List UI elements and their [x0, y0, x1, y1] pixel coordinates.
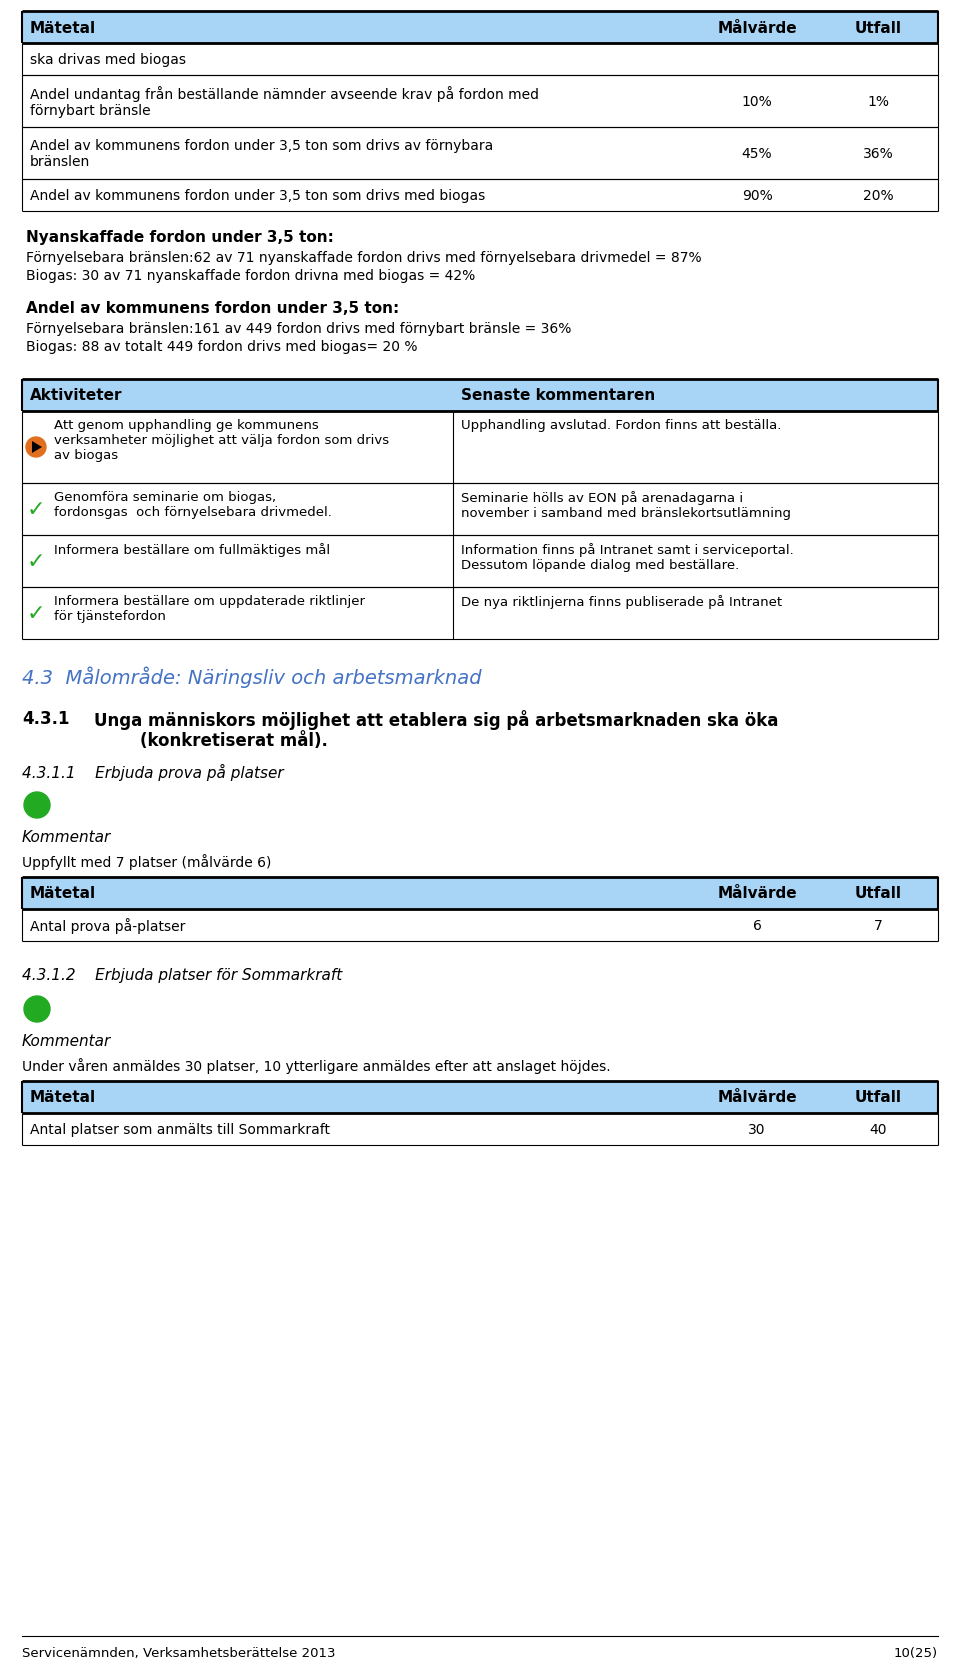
- Text: Information finns på Intranet samt i serviceportal.
Dessutom löpande dialog med : Information finns på Intranet samt i ser…: [461, 542, 793, 572]
- Text: 4.3.1.1    Erbjuda prova på platser: 4.3.1.1 Erbjuda prova på platser: [22, 764, 283, 780]
- Text: Kommentar: Kommentar: [22, 829, 111, 845]
- Text: Kommentar: Kommentar: [22, 1033, 111, 1048]
- Bar: [22, 12, 938, 43]
- Text: De nya riktlinjerna finns publiserade på Intranet: De nya riktlinjerna finns publiserade på…: [461, 594, 781, 609]
- Text: Antal prova på-platser: Antal prova på-platser: [30, 917, 185, 934]
- Text: Servicenämnden, Verksamhetsberättelse 2013: Servicenämnden, Verksamhetsberättelse 20…: [22, 1646, 335, 1659]
- Text: Seminarie hölls av EON på arenadagarna i
november i samband med bränslekortsutlä: Seminarie hölls av EON på arenadagarna i…: [461, 491, 790, 519]
- Text: Mätetal: Mätetal: [30, 885, 96, 900]
- Text: Förnyelsebara bränslen:161 av 449 fordon drivs med förnybart bränsle = 36%: Förnyelsebara bränslen:161 av 449 fordon…: [26, 321, 571, 336]
- Text: ✓: ✓: [27, 604, 45, 624]
- Circle shape: [24, 997, 50, 1022]
- Text: 4.3.1.2    Erbjuda platser för Sommarkraft: 4.3.1.2 Erbjuda platser för Sommarkraft: [22, 967, 343, 982]
- Text: 6: 6: [753, 919, 761, 932]
- Bar: [22, 180, 938, 211]
- Text: 20%: 20%: [863, 190, 894, 203]
- Text: Målvärde: Målvärde: [717, 1090, 797, 1105]
- Text: Andel undantag från beställande nämnder avseende krav på fordon med
förnybart br: Andel undantag från beställande nämnder …: [30, 87, 539, 118]
- Text: Biogas: 30 av 71 nyanskaffade fordon drivna med biogas = 42%: Biogas: 30 av 71 nyanskaffade fordon dri…: [26, 270, 475, 283]
- Polygon shape: [32, 441, 42, 454]
- Text: Nyanskaffade fordon under 3,5 ton:: Nyanskaffade fordon under 3,5 ton:: [26, 230, 334, 245]
- Text: Antal platser som anmälts till Sommarkraft: Antal platser som anmälts till Sommarkra…: [30, 1122, 330, 1137]
- Text: Andel av kommunens fordon under 3,5 ton:: Andel av kommunens fordon under 3,5 ton:: [26, 301, 399, 316]
- Text: Andel av kommunens fordon under 3,5 ton som drivs av förnybara
bränslen: Andel av kommunens fordon under 3,5 ton …: [30, 138, 493, 170]
- Bar: [22, 484, 938, 536]
- Text: Senaste kommentaren: Senaste kommentaren: [461, 388, 655, 403]
- Bar: [22, 128, 938, 180]
- Text: 40: 40: [870, 1122, 887, 1137]
- Text: Upphandling avslutad. Fordon finns att beställa.: Upphandling avslutad. Fordon finns att b…: [461, 419, 780, 431]
- Text: 90%: 90%: [742, 190, 773, 203]
- Text: Utfall: Utfall: [855, 20, 902, 35]
- Text: Aktiviteter: Aktiviteter: [30, 388, 123, 403]
- Text: Genomföra seminarie om biogas,
fordonsgas  och förnyelsebara drivmedel.: Genomföra seminarie om biogas, fordonsga…: [54, 491, 332, 519]
- Text: Mätetal: Mätetal: [30, 1090, 96, 1105]
- Bar: [22, 411, 938, 484]
- Text: 10%: 10%: [742, 95, 773, 108]
- Text: Att genom upphandling ge kommunens
verksamheter möjlighet att välja fordon som d: Att genom upphandling ge kommunens verks…: [54, 419, 389, 461]
- Text: ✓: ✓: [27, 499, 45, 519]
- Text: Målvärde: Målvärde: [717, 20, 797, 35]
- Text: Målvärde: Målvärde: [717, 885, 797, 900]
- Text: Utfall: Utfall: [855, 885, 902, 900]
- Bar: [22, 379, 938, 411]
- Text: Uppfyllt med 7 platser (målvärde 6): Uppfyllt med 7 platser (målvärde 6): [22, 854, 272, 869]
- Text: 36%: 36%: [863, 146, 894, 161]
- Text: 4.3.1: 4.3.1: [22, 709, 69, 727]
- Bar: [22, 1082, 938, 1113]
- Text: Förnyelsebara bränslen:62 av 71 nyanskaffade fordon drivs med förnyelsebara driv: Förnyelsebara bränslen:62 av 71 nyanskaf…: [26, 251, 702, 265]
- Text: Informera beställare om fullmäktiges mål: Informera beställare om fullmäktiges mål: [54, 542, 330, 557]
- Circle shape: [26, 438, 46, 458]
- Text: Utfall: Utfall: [855, 1090, 902, 1105]
- Bar: [22, 877, 938, 910]
- Bar: [22, 77, 938, 128]
- Text: 4.3  Målområde: Näringsliv och arbetsmarknad: 4.3 Målområde: Näringsliv och arbetsmark…: [22, 666, 482, 687]
- Text: Mätetal: Mätetal: [30, 20, 96, 35]
- Text: ✓: ✓: [27, 552, 45, 572]
- Circle shape: [24, 792, 50, 819]
- Text: Under våren anmäldes 30 platser, 10 ytterligare anmäldes efter att anslaget höjd: Under våren anmäldes 30 platser, 10 ytte…: [22, 1057, 611, 1073]
- Text: (konkretiserat mål).: (konkretiserat mål).: [94, 732, 328, 749]
- Text: 10(25): 10(25): [894, 1646, 938, 1659]
- Text: 45%: 45%: [742, 146, 773, 161]
- Text: Informera beställare om uppdaterade riktlinjer
för tjänstefordon: Informera beställare om uppdaterade rikt…: [54, 594, 365, 622]
- Text: Biogas: 88 av totalt 449 fordon drivs med biogas= 20 %: Biogas: 88 av totalt 449 fordon drivs me…: [26, 339, 418, 354]
- Text: 1%: 1%: [868, 95, 890, 108]
- Text: Andel av kommunens fordon under 3,5 ton som drivs med biogas: Andel av kommunens fordon under 3,5 ton …: [30, 190, 485, 203]
- Text: Unga människors möjlighet att etablera sig på arbetsmarknaden ska öka: Unga människors möjlighet att etablera s…: [94, 709, 779, 729]
- Bar: [22, 910, 938, 942]
- Bar: [22, 536, 938, 587]
- Text: 7: 7: [875, 919, 883, 932]
- Text: ska drivas med biogas: ska drivas med biogas: [30, 53, 186, 67]
- Bar: [22, 43, 938, 77]
- Bar: [22, 1113, 938, 1145]
- Bar: [22, 587, 938, 639]
- Text: 30: 30: [749, 1122, 766, 1137]
